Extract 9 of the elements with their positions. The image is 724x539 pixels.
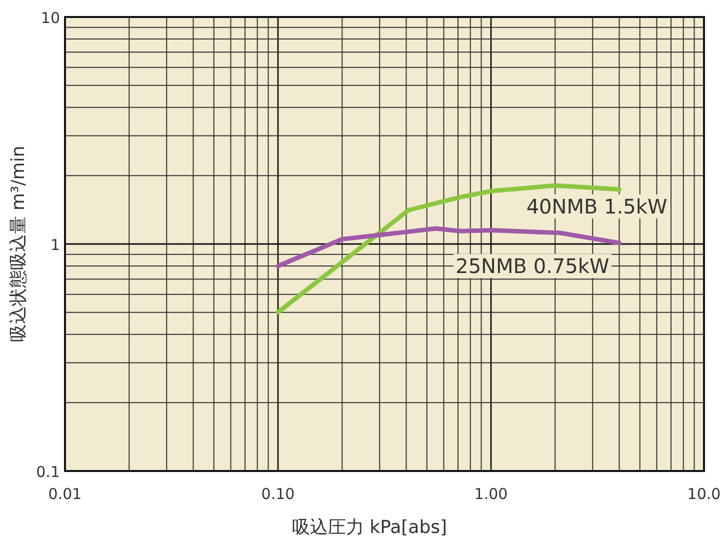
y-axis-title: 吸込状態吸込量 m³/min	[8, 146, 29, 342]
x-tick-label: 0.01	[48, 485, 82, 503]
y-tick-label: 10	[40, 9, 60, 27]
x-tick-label: 0.10	[261, 485, 295, 503]
x-tick-label: 10.0	[687, 485, 721, 503]
y-tick-label: 0.1	[36, 463, 60, 481]
x-tick-label: 1.00	[474, 485, 508, 503]
x-axis-title: 吸込圧力 kPa[abs]	[292, 517, 448, 538]
y-tick-label: 1	[50, 236, 60, 254]
